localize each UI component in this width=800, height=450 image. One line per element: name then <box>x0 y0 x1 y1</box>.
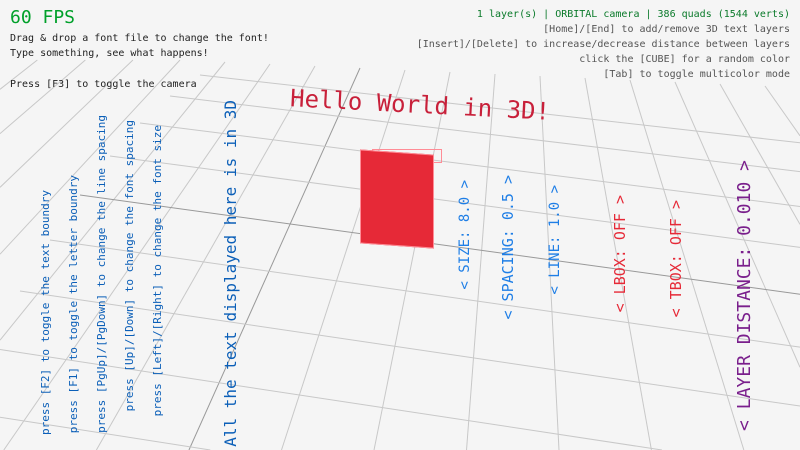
grid-line <box>109 155 800 248</box>
option-line[interactable]: < LINE: 1.0 > <box>547 185 563 295</box>
help-line: press [Left]/[Right] to change the font … <box>151 125 164 417</box>
grid-line <box>188 67 361 450</box>
help-line: press [F2] to toggle the text boundry <box>39 190 52 436</box>
grid-line <box>539 75 560 450</box>
option-tbox[interactable]: < TBOX: OFF > <box>667 200 685 318</box>
grid-line <box>199 74 800 144</box>
help-line: press [Up]/[Down] to change the font spa… <box>123 120 136 412</box>
grid-line <box>0 59 181 255</box>
hint-layers: [Home]/[End] to add/remove 3D text layer… <box>543 24 790 35</box>
grid-line <box>0 59 86 135</box>
status-line: 1 layer(s) | ORBITAL camera | 386 quads … <box>476 9 790 20</box>
grid-line <box>19 290 800 407</box>
grid-line <box>719 83 800 225</box>
hint-multicolor: [Tab] to toggle multicolor mode <box>603 69 790 80</box>
grid-line <box>0 349 662 450</box>
option-layer-distance[interactable]: < LAYER DISTANCE: 0.010 > <box>734 160 755 431</box>
main-3d-text: All the text displayed here is in 3D <box>221 100 240 447</box>
grid-line <box>95 65 316 450</box>
grid-line <box>169 95 800 173</box>
hint-distance: [Insert]/[Delete] to increase/decrease d… <box>416 39 790 50</box>
grid-line <box>3 63 271 450</box>
grid-line <box>49 239 800 348</box>
hint-type: Type something, see what happens! <box>10 48 209 59</box>
grid-line <box>0 59 38 90</box>
help-line: press [PgUp]/[PgDown] to change the line… <box>95 115 108 433</box>
cube[interactable] <box>360 149 434 249</box>
grid-line <box>0 61 226 341</box>
grid-line <box>629 79 745 450</box>
grid-line <box>0 59 134 188</box>
hint-drag-drop: Drag & drop a font file to change the fo… <box>10 33 269 44</box>
option-lbox[interactable]: < LBOX: OFF > <box>611 195 629 313</box>
grid-line <box>584 77 652 450</box>
fps-counter: 60 FPS <box>10 7 76 28</box>
grid-line <box>373 71 451 450</box>
grid-line <box>139 122 800 207</box>
help-line: press [F1] to toggle the letter boundry <box>67 175 80 434</box>
hint-camera: Press [F3] to toggle the camera <box>10 79 197 90</box>
grid-line <box>466 73 496 450</box>
grid-line <box>764 85 800 137</box>
grid-line <box>79 194 800 295</box>
grid-line <box>674 81 800 368</box>
hint-cube: click the [CUBE] for a random color <box>579 54 790 65</box>
option-spacing[interactable]: < SPACING: 0.5 > <box>499 175 517 320</box>
grid-line <box>0 416 211 450</box>
option-size[interactable]: < SIZE: 8.0 > <box>457 180 473 290</box>
grid-line <box>281 69 406 450</box>
